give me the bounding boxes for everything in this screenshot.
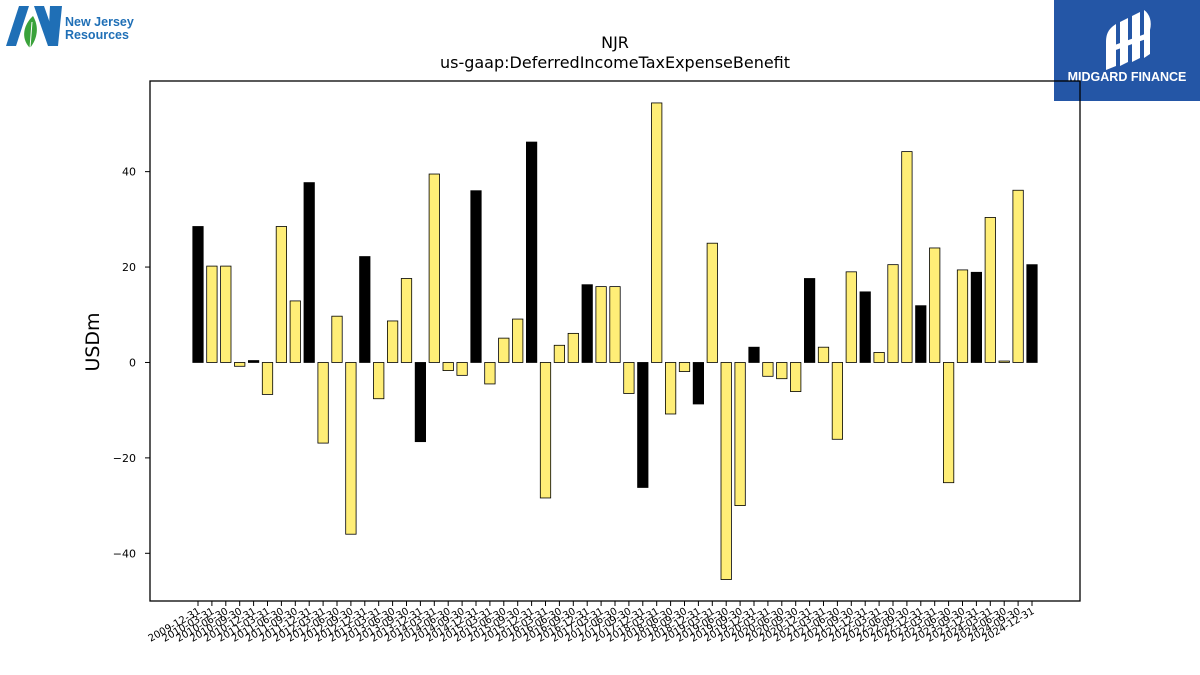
bar-2016-03-31: [539, 362, 552, 499]
bar-2020-09-30: [790, 362, 802, 392]
bar-2014-09-30: [456, 362, 468, 376]
y-tick-label: −20: [113, 452, 136, 465]
bar-2019-09-30: [734, 362, 746, 506]
bar-2021-09-30: [845, 271, 857, 363]
bar-2017-12-31: [637, 362, 649, 488]
bar-2016-09-30: [567, 332, 579, 363]
company-name-line1: New Jersey: [65, 15, 134, 29]
bar-2024-06-30: [998, 360, 1010, 363]
bar-2019-06-30: [720, 362, 732, 580]
bar-2021-06-30: [831, 362, 844, 440]
bar-2024-03-31: [984, 217, 996, 363]
bar-2010-03-31: [206, 265, 218, 363]
bar-2022-06-30: [887, 264, 899, 363]
bar-2012-06-30: [331, 315, 343, 363]
bar-2017-06-30: [609, 286, 621, 363]
publisher-emblem-icon: [1106, 10, 1151, 70]
bar-2010-12-31: [247, 360, 260, 363]
bar-2017-09-30: [623, 362, 635, 394]
y-tick-label: 0: [129, 356, 136, 369]
bar-2015-12-31: [526, 141, 538, 363]
bar-2012-09-30: [345, 362, 357, 535]
bar-2014-06-30: [442, 362, 454, 371]
bar-2013-09-30: [400, 278, 413, 363]
bar-2024-09-30: [1012, 189, 1024, 363]
bar-2013-03-31: [373, 362, 385, 400]
publisher-logo: MIDGARD FINANCE: [1054, 0, 1200, 101]
bar-2018-03-31: [651, 102, 663, 363]
company-name-line2: Resources: [65, 28, 129, 42]
y-axis: −40 −20 0 20 40: [113, 166, 150, 560]
chart-title: NJR: [601, 33, 629, 52]
chart-subtitle: us-gaap:DeferredIncomeTaxExpenseBenefit: [440, 53, 790, 72]
bar-2020-12-31: [804, 278, 816, 363]
bar-2014-03-31: [428, 173, 440, 363]
bar-2021-12-31: [859, 291, 871, 363]
bar-series: [192, 102, 1038, 580]
bar-2011-09-30: [289, 300, 301, 363]
bar-2011-06-30: [275, 226, 288, 363]
bar-2023-03-31: [929, 247, 941, 363]
bar-2020-06-30: [776, 362, 788, 380]
bar-2020-03-31: [762, 362, 774, 377]
bar-2016-06-30: [553, 344, 566, 363]
bar-2022-09-30: [901, 151, 913, 363]
bar-2015-03-31: [484, 362, 496, 385]
bar-2015-09-30: [512, 318, 524, 363]
bar-2010-09-30: [234, 362, 246, 367]
bar-2019-12-31: [748, 346, 760, 363]
bar-2019-03-31: [706, 242, 718, 363]
y-tick-label: 20: [122, 261, 136, 274]
bar-2022-12-31: [915, 305, 927, 363]
company-logo-mark: New Jersey Resources: [6, 6, 134, 49]
y-tick-label: 40: [122, 166, 136, 179]
bar-2017-03-31: [595, 286, 607, 363]
bar-2013-12-31: [414, 362, 427, 443]
bar-2009-12-31: [192, 226, 204, 363]
x-axis: 2009-12-312010-03-312010-06-302010-09-30…: [147, 601, 1037, 645]
bar-2012-12-31: [359, 256, 371, 363]
bar-2010-06-30: [220, 265, 232, 363]
company-logo: New Jersey Resources: [6, 4, 146, 50]
bar-2022-03-31: [873, 352, 885, 363]
bar-2015-06-30: [498, 337, 510, 363]
bar-2014-12-31: [470, 190, 482, 363]
y-axis-label: USDm: [82, 312, 104, 371]
bar-2011-12-31: [303, 182, 315, 363]
bar-2016-12-31: [581, 284, 593, 363]
bar-2021-03-31: [817, 346, 830, 363]
bar-2023-09-30: [956, 269, 969, 363]
bar-2012-03-31: [317, 362, 329, 444]
bar-2011-03-31: [261, 362, 274, 395]
publisher-name: MIDGARD FINANCE: [1068, 70, 1187, 84]
y-tick-label: −40: [113, 547, 136, 560]
bar-2018-09-30: [678, 362, 691, 372]
bar-2023-12-31: [970, 271, 983, 363]
bar-2018-06-30: [665, 362, 677, 415]
publisher-logo-mark: MIDGARD FINANCE: [1068, 10, 1187, 84]
bar-2013-06-30: [386, 320, 399, 363]
bar-2024-12-31: [1026, 264, 1038, 363]
bar-2023-06-30: [943, 362, 955, 484]
bar-2018-12-31: [692, 362, 705, 405]
